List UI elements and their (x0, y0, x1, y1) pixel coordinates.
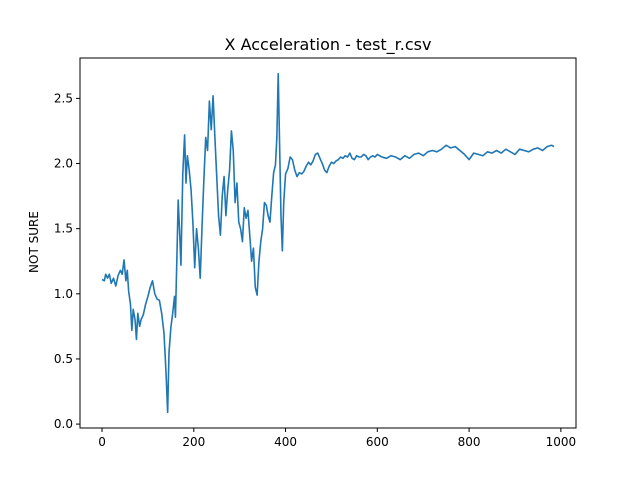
x-axis-ticks: 0 200 400 600 800 1000 (98, 428, 576, 449)
y-tick-label: 0.5 (54, 352, 73, 366)
series-layer (101, 72, 555, 414)
y-axis-label: NOT SURE (27, 211, 41, 273)
y-tick-label: 0.0 (54, 417, 73, 431)
x-tick-label: 0 (98, 435, 106, 449)
x-tick-label: 600 (366, 435, 389, 449)
series-line-0 (101, 72, 555, 414)
x-tick-label: 200 (182, 435, 205, 449)
x-tick-label: 400 (274, 435, 297, 449)
y-tick-label: 2.0 (54, 157, 73, 171)
x-tick-label: 800 (458, 435, 481, 449)
y-tick-label: 1.5 (54, 222, 73, 236)
axes-frame (79, 57, 577, 429)
y-axis-ticks: 0.0 0.5 1.0 1.5 2.0 2.5 (54, 91, 80, 431)
x-tick-label: 1000 (546, 435, 577, 449)
chart-title: X Acceleration - test_r.csv (225, 35, 432, 55)
y-tick-label: 2.5 (54, 91, 73, 105)
y-tick-label: 1.0 (54, 287, 73, 301)
